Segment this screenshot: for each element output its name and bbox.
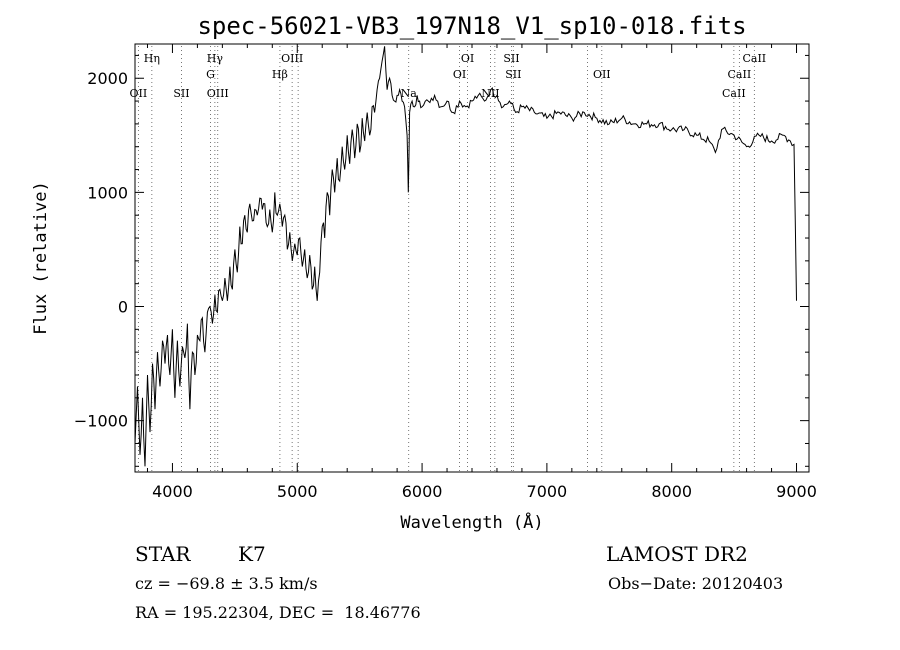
line-label: OIII — [207, 87, 229, 100]
emission-line-labels: OII Hη SII G Hγ OIII Hβ OIII Na OI OI NII SII SII OII C… — [130, 52, 767, 100]
line-label: OII — [130, 87, 148, 100]
x-tick-label: 6000 — [402, 482, 443, 501]
x-tick-label: 5000 — [277, 482, 318, 501]
line-label: SII — [505, 68, 521, 81]
y-axis-ticks: −1000 0 1000 2000 — [74, 54, 809, 467]
line-label: SII — [173, 87, 189, 100]
x-tick-label: 9000 — [776, 482, 817, 501]
line-label: OI — [461, 52, 474, 65]
emission-line-markers — [137, 46, 755, 472]
line-label: Hη — [144, 52, 160, 65]
y-tick-label: 0 — [118, 298, 128, 317]
line-label: OIII — [281, 52, 303, 65]
line-label: Na — [401, 87, 418, 100]
redshift-text: cz = −69.8 ± 3.5 km/s — [135, 574, 318, 593]
line-label: SII — [503, 52, 519, 65]
spectral-subclass: K7 — [238, 542, 266, 566]
line-label: OII — [593, 68, 611, 81]
x-axis-ticks: 4000 5000 6000 7000 8000 9000 — [146, 44, 817, 501]
line-label: Hβ — [272, 68, 288, 81]
object-class: STAR — [135, 542, 191, 566]
y-tick-label: −1000 — [74, 412, 128, 431]
line-label: G — [206, 68, 215, 81]
x-tick-label: 4000 — [152, 482, 193, 501]
survey-name: LAMOST DR2 — [606, 542, 748, 566]
y-tick-label: 1000 — [87, 183, 128, 202]
line-label: CaII — [722, 87, 746, 100]
x-tick-label: 7000 — [527, 482, 568, 501]
y-axis-label: Flux (relative) — [31, 181, 51, 335]
coordinates-text: RA = 195.22304, DEC = 18.46776 — [135, 603, 421, 622]
chart-title: spec-56021-VB3_197N18_V1_sp10-018.fits — [197, 12, 746, 40]
y-tick-label: 2000 — [87, 69, 128, 88]
line-label: Hγ — [207, 52, 224, 65]
x-axis-label: Wavelength (Å) — [400, 511, 543, 533]
line-label: OI — [453, 68, 466, 81]
line-label: CaII — [728, 68, 752, 81]
spectrum-line — [134, 46, 797, 467]
line-label: NII — [481, 87, 499, 100]
line-label: CaII — [742, 52, 766, 65]
x-tick-label: 8000 — [651, 482, 692, 501]
obs-date-text: Obs−Date: 20120403 — [608, 574, 784, 593]
